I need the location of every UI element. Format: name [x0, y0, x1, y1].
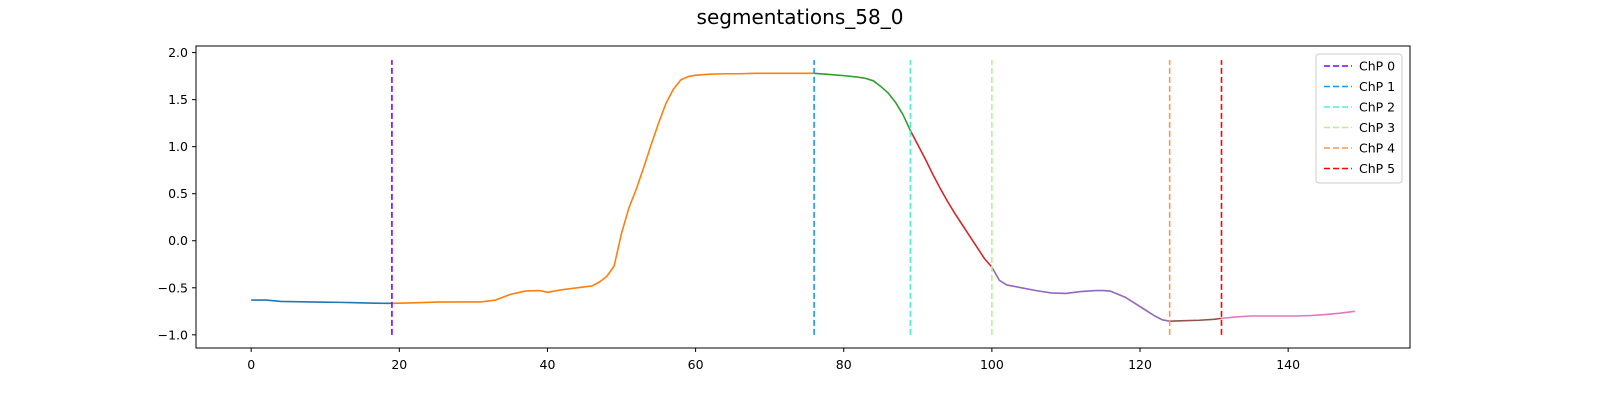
y-tick-label: 0.0: [168, 233, 188, 248]
series-line-5: [1169, 317, 1222, 322]
y-tick-label: 0.5: [168, 186, 188, 201]
chart-title: segmentations_58_0: [697, 5, 904, 29]
x-tick-label: 140: [1276, 357, 1300, 372]
y-tick-label: −0.5: [158, 280, 188, 295]
x-tick-label: 60: [688, 357, 704, 372]
y-tick-label: −1.0: [158, 327, 188, 342]
legend-label: ChP 4: [1359, 141, 1395, 156]
x-tick-label: 20: [391, 357, 407, 372]
series-line-0: [251, 299, 392, 305]
series-line-6: [1221, 310, 1355, 320]
y-tick-label: 2.0: [168, 45, 188, 60]
plot-area-frame: [195, 45, 1411, 349]
legend-label: ChP 1: [1359, 79, 1395, 94]
series-line-1: [391, 72, 815, 305]
legend-label: ChP 2: [1359, 100, 1395, 115]
series-line-4: [991, 266, 1170, 322]
y-tick-label: 1.5: [168, 92, 188, 107]
legend-label: ChP 0: [1359, 59, 1395, 74]
x-tick-label: 120: [1128, 357, 1152, 372]
x-tick-label: 80: [836, 357, 852, 372]
x-axis: 0 20 40 60 80 100 120 140: [247, 348, 1300, 372]
x-tick-label: 0: [247, 357, 255, 372]
y-axis: −1.0 −0.5 0.0 0.5 1.0 1.5 2.0: [158, 45, 196, 342]
legend: ChP 0 ChP 1 ChP 2 ChP 3 ChP 4 ChP 5: [1315, 53, 1403, 184]
legend-label: ChP 3: [1359, 120, 1395, 135]
x-tick-label: 40: [540, 357, 556, 372]
series-line-3: [909, 130, 993, 268]
legend-label: ChP 5: [1359, 161, 1395, 176]
y-tick-label: 1.0: [168, 139, 188, 154]
series-line-2: [814, 72, 912, 132]
x-tick-label: 100: [980, 357, 1004, 372]
changepoint-layer: [391, 60, 1223, 335]
series-layer: [251, 72, 1355, 322]
